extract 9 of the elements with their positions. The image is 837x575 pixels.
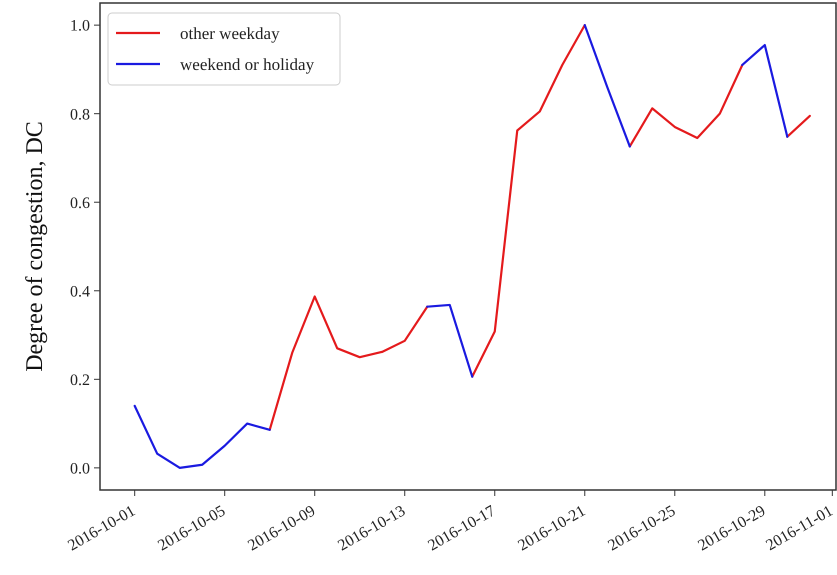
y-tick-label: 0.6 — [70, 194, 90, 212]
y-axis-title: Degree of congestion, DC — [22, 121, 48, 372]
y-tick-label: 0.2 — [70, 372, 90, 389]
y-tick-label: 0.0 — [70, 460, 90, 478]
y-tick-label: 0.8 — [70, 106, 90, 124]
y-tick-label: 0.4 — [70, 283, 90, 300]
legend-label: other weekday — [180, 24, 280, 43]
legend-label: weekend or holiday — [180, 54, 315, 74]
y-tick-label: 1.0 — [70, 18, 90, 35]
